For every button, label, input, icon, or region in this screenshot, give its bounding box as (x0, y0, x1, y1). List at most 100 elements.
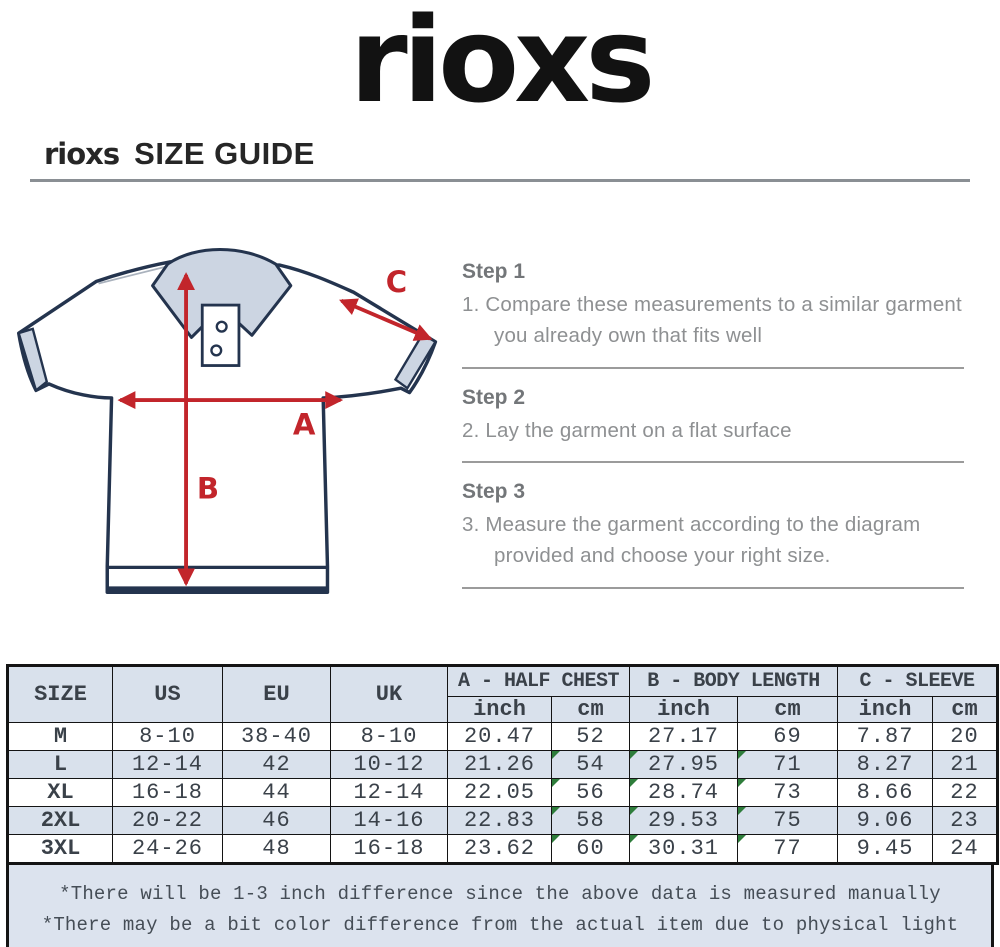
table-cell: 46 (222, 806, 331, 835)
placket (200, 303, 241, 367)
button (210, 344, 223, 357)
table-cell: 27.95 (629, 750, 738, 779)
label-c: C (386, 265, 407, 299)
table-cell: 20 (932, 722, 998, 751)
column-header: US (112, 665, 223, 723)
table-cell: 16-18 (330, 834, 448, 864)
section-heading: rioxs SIZE GUIDE (44, 136, 1000, 172)
step-text: 2. Lay the garment on a flat surface (462, 418, 792, 442)
unit-header: cm (737, 696, 838, 723)
size-table-section: SIZE US EU UK A - HALF CHEST B - BODY LENGTH C… (6, 664, 999, 947)
table-cell: 60 (551, 834, 630, 864)
cell-comment-marker (630, 835, 638, 843)
cell-comment-marker (630, 807, 638, 815)
size-table: SIZE US EU UK A - HALF CHEST B - BODY LENGTH C… (6, 664, 999, 865)
table-cell: 30.31 (629, 834, 738, 864)
cell-comment-marker (738, 835, 746, 843)
table-cell: 52 (551, 722, 630, 751)
note-line: *There will be 1-3 inch difference since… (59, 883, 941, 905)
size-label-cell: M (7, 722, 113, 751)
table-cell: 71 (737, 750, 838, 779)
polo-shirt-illustration: A B C (17, 248, 438, 594)
table-cell: 7.87 (837, 722, 933, 751)
cell-comment-marker (630, 779, 638, 787)
column-header: SIZE (7, 665, 113, 723)
table-cell: 8-10 (330, 722, 448, 751)
table-cell: 29.53 (629, 806, 738, 835)
table-cell: 56 (551, 778, 630, 807)
page-title: SIZE GUIDE (134, 136, 315, 171)
step-divider (462, 366, 964, 369)
table-cell: 23.62 (447, 834, 552, 864)
table-cell: 23 (932, 806, 998, 835)
unit-header: cm (551, 696, 630, 723)
table-row: 3XL 24-26 48 16-18 23.62 60 30.31 77 9.45 24 (7, 834, 998, 864)
step-title: Step 1 (462, 260, 526, 283)
table-cell: 44 (222, 778, 331, 807)
left-cuff-trim (17, 327, 49, 393)
label-a: A (293, 408, 316, 442)
table-row: M 8-10 38-40 8-10 20.47 52 27.17 69 7.87 20 (7, 722, 998, 751)
cell-comment-marker (552, 835, 560, 843)
table-cell: 12-14 (330, 778, 448, 807)
table-cell: 21 (932, 750, 998, 779)
size-label-cell: 3XL (7, 834, 113, 864)
shoulder-seam (98, 265, 168, 285)
button (215, 320, 228, 333)
table-cell: 20-22 (112, 806, 223, 835)
size-label-cell: 2XL (7, 806, 113, 835)
step: Step 3 3. Measure the garment according t… (462, 480, 964, 589)
table-cell: 12-14 (112, 750, 223, 779)
step-text: 3. Measure the garment according to the … (462, 513, 921, 567)
table-cell: 48 (222, 834, 331, 864)
unit-header: inch (447, 696, 552, 723)
cell-comment-marker (552, 807, 560, 815)
heading-rule (30, 179, 970, 182)
size-label-cell: L (7, 750, 113, 779)
top-section: A B C Step 1 1. Compare these measurement… (0, 236, 1000, 660)
table-cell: 28.74 (629, 778, 738, 807)
table-cell: 69 (737, 722, 838, 751)
table-cell: 27.17 (629, 722, 738, 751)
unit-header: inch (837, 696, 933, 723)
table-row: XL 16-18 44 12-14 22.05 56 28.74 73 8.66 22 (7, 778, 998, 807)
table-cell: 22 (932, 778, 998, 807)
table-cell: 8.27 (837, 750, 933, 779)
step: Step 1 1. Compare these measurements to a… (462, 260, 964, 369)
cell-comment-marker (552, 779, 560, 787)
column-header: UK (330, 665, 448, 723)
table-cell: 24 (932, 834, 998, 864)
table-cell: 9.45 (837, 834, 933, 864)
table-cell: 42 (222, 750, 331, 779)
steps-panel: Step 1 1. Compare these measurements to a… (450, 236, 1000, 660)
table-cell: 58 (551, 806, 630, 835)
table-cell: 24-26 (112, 834, 223, 864)
table-cell: 54 (551, 750, 630, 779)
measurement-group-header: C - SLEEVE (837, 665, 998, 697)
table-row: L 12-14 42 10-12 21.26 54 27.95 71 8.27 21 (7, 750, 998, 779)
table-cell: 21.26 (447, 750, 552, 779)
step-text: 1. Compare these measurements to a simil… (462, 293, 962, 347)
step-divider (462, 461, 964, 464)
table-cell: 16-18 (112, 778, 223, 807)
measurement-group-header: A - HALF CHEST (447, 665, 630, 697)
step-title: Step 2 (462, 385, 526, 409)
heading-brand: rioxs (44, 137, 120, 171)
table-cell: 75 (737, 806, 838, 835)
label-b: B (197, 471, 219, 505)
brand-logo: rioxs (349, 0, 655, 129)
cell-comment-marker (738, 779, 746, 787)
cell-comment-marker (630, 751, 638, 759)
table-cell: 20.47 (447, 722, 552, 751)
step-divider (462, 586, 964, 589)
table-cell: 73 (737, 778, 838, 807)
column-header: EU (222, 665, 331, 723)
cell-comment-marker (738, 751, 746, 759)
step-title: Step 3 (462, 480, 526, 504)
table-cell: 22.05 (447, 778, 552, 807)
notes-box: *There will be 1-3 inch difference since… (6, 865, 994, 947)
note-line: *There may be a bit color difference fro… (41, 914, 959, 937)
table-cell: 38-40 (222, 722, 331, 751)
table-cell: 9.06 (837, 806, 933, 835)
